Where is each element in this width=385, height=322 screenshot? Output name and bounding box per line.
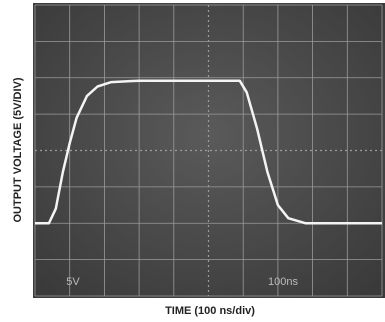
scale-annotation: 100ns: [268, 276, 298, 288]
x-axis-label: TIME (100 ns/div): [165, 305, 255, 317]
y-axis-label: OUTPUT VOLTAGE (5V/DIV): [12, 77, 24, 222]
scale-annotation: 5V: [66, 276, 80, 288]
chart: 5V 100ns TIME (100 ns/div) OUTPUT VOLTAG…: [0, 0, 385, 322]
